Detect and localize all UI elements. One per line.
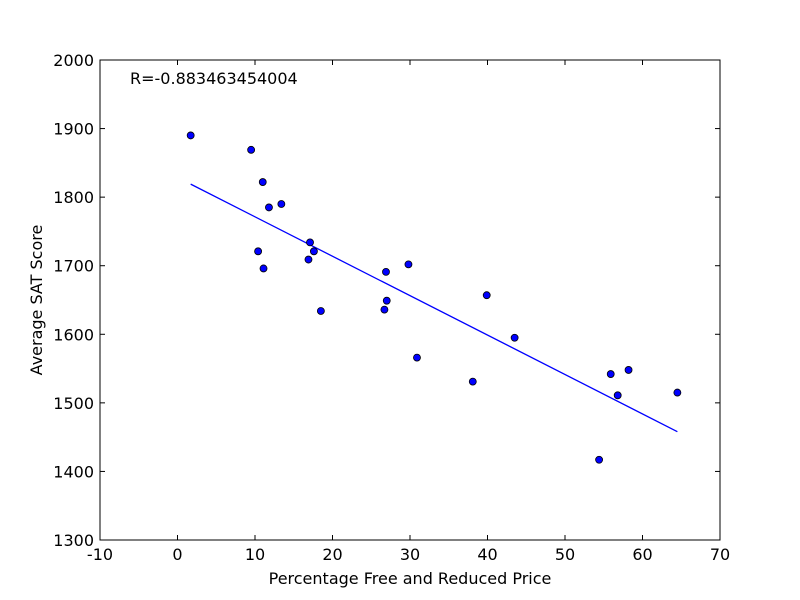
x-tick-label: 50 xyxy=(555,545,575,564)
correlation-annotation: R=-0.883463454004 xyxy=(130,69,298,88)
scatter-point xyxy=(624,366,633,374)
scatter-point xyxy=(380,305,389,314)
scatter-point xyxy=(258,178,267,186)
scatter-point xyxy=(595,455,603,464)
x-tick-label: 60 xyxy=(632,545,652,564)
y-tick-label: 1800 xyxy=(53,188,94,207)
fit-line-group xyxy=(190,183,678,433)
x-tick-label: 30 xyxy=(400,545,420,564)
y-tick-label: 1400 xyxy=(53,462,94,481)
scatter-point xyxy=(404,260,413,269)
scatter-point xyxy=(186,131,195,140)
x-axis-label: Percentage Free and Reduced Price xyxy=(269,569,552,588)
x-tick-label: 40 xyxy=(477,545,497,564)
y-tick-label: 2000 xyxy=(53,51,94,70)
scatter-point xyxy=(510,333,519,342)
scatter-point xyxy=(306,238,314,247)
y-tick-label: 1900 xyxy=(53,120,94,139)
scatter-point xyxy=(265,203,273,212)
scatter-point xyxy=(259,264,268,273)
y-axis-label: Average SAT Score xyxy=(27,225,46,376)
scatter-point xyxy=(482,291,491,300)
plot-frame xyxy=(99,59,721,541)
scatter-point xyxy=(673,388,682,397)
x-tick-label: -10 xyxy=(87,545,113,564)
y-tick-label: 1500 xyxy=(53,394,94,413)
scatter-point xyxy=(382,267,390,276)
scatter-point xyxy=(247,145,256,154)
y-tick-label: 1700 xyxy=(53,257,94,276)
scatter-point xyxy=(254,247,263,256)
regression-line xyxy=(190,183,678,433)
scatter-point xyxy=(277,200,286,208)
y-tick-label: 1300 xyxy=(53,531,94,550)
scatter-point xyxy=(304,255,313,264)
scatter-point xyxy=(613,391,622,400)
scatter-point xyxy=(382,296,391,305)
x-tick-label: 20 xyxy=(322,545,342,564)
data-points xyxy=(186,131,682,464)
scatter-point xyxy=(413,353,421,362)
x-tick-label: 70 xyxy=(710,545,730,564)
x-tick-label: 0 xyxy=(172,545,182,564)
scatter-point xyxy=(468,377,477,386)
scatter-point xyxy=(316,307,325,315)
y-tick-label: 1600 xyxy=(53,325,94,344)
scatter-point xyxy=(606,370,615,378)
scatter-point xyxy=(309,247,318,256)
x-tick-label: 10 xyxy=(245,545,265,564)
axis-ticks: -10 0 10 20 30 40 50 60 70 1300 1400 1500 1600 1700 18… xyxy=(53,51,730,564)
